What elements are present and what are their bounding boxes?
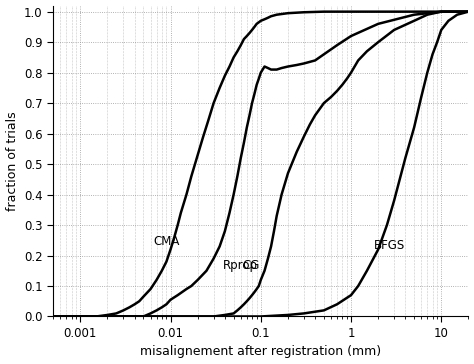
- Y-axis label: fraction of trials: fraction of trials: [6, 111, 18, 211]
- Text: BFGS: BFGS: [374, 240, 405, 252]
- Text: CMA: CMA: [154, 235, 180, 248]
- Text: Rprop: Rprop: [223, 259, 258, 272]
- Text: CG: CG: [243, 259, 260, 272]
- X-axis label: misalignement after registration (mm): misalignement after registration (mm): [140, 345, 382, 359]
